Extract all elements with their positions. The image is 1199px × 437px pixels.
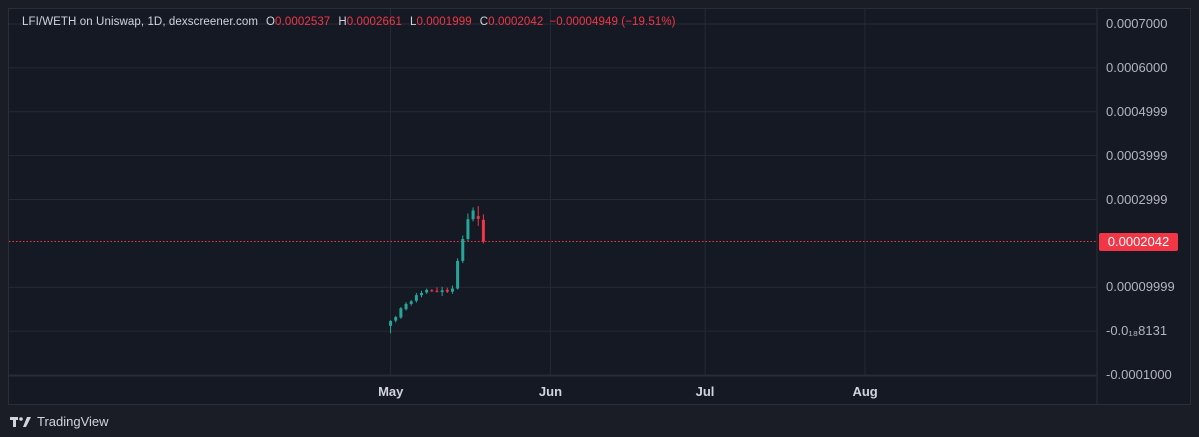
- x-tick-label: Aug: [852, 384, 878, 399]
- tradingview-logo-icon: [10, 416, 31, 427]
- y-tick-label: 0.0003999: [1106, 147, 1168, 163]
- candle-up: [440, 290, 444, 293]
- y-tick-label: 0.0002999: [1106, 191, 1168, 207]
- symbol-title: LFI/WETH on Uniswap, 1D, dexscreener.com: [22, 16, 258, 28]
- chart-frame[interactable]: [8, 8, 1191, 405]
- grid-lines: [9, 9, 1097, 376]
- candle-up: [389, 321, 393, 326]
- candle-up: [420, 292, 424, 296]
- candle-up: [450, 288, 454, 292]
- candle-down: [481, 219, 485, 242]
- open-value: 0.0002537: [275, 16, 331, 28]
- candle-down: [430, 290, 434, 292]
- candle-up: [471, 210, 475, 220]
- candle-up: [466, 219, 470, 239]
- x-tick-label: May: [378, 384, 404, 399]
- candle-down: [445, 289, 449, 292]
- tradingview-footer[interactable]: TradingView: [10, 414, 109, 429]
- candle-down: [435, 290, 439, 292]
- last-price-badge: 0.0002042: [1099, 232, 1178, 251]
- x-tick-label: Jul: [695, 384, 715, 399]
- candle-up: [404, 303, 408, 310]
- candle-up: [399, 308, 403, 318]
- candle-up: [414, 295, 418, 301]
- candle-up: [394, 317, 398, 321]
- close-key: C: [479, 16, 489, 28]
- brand-name: TradingView: [37, 414, 109, 429]
- change-value: −0.00004949 (−19.51%): [549, 16, 676, 28]
- low-key: L: [409, 16, 417, 28]
- close-value: 0.0002042: [488, 16, 544, 28]
- high-key: H: [338, 16, 347, 28]
- candle-down: [476, 216, 480, 219]
- low-value: 0.0001999: [416, 16, 472, 28]
- ohlc-legend: LFI/WETH on Uniswap, 1D, dexscreener.com…: [22, 16, 676, 28]
- y-tick-label: 0.0004999: [1106, 103, 1168, 119]
- candle-up: [425, 289, 429, 293]
- y-tick-label: 0.00009999: [1106, 279, 1175, 295]
- x-tick-label: Jun: [538, 384, 563, 399]
- candle-up: [409, 301, 413, 304]
- candles: [389, 206, 485, 334]
- open-key: O: [266, 16, 276, 28]
- candle-up: [456, 260, 460, 289]
- candle-up: [461, 238, 465, 261]
- y-tick-label: -0.0₁₈8131: [1106, 323, 1168, 339]
- y-tick-label: -0.0001000: [1106, 367, 1172, 382]
- y-tick-label: 0.0006000: [1106, 59, 1168, 75]
- y-tick-label: 0.0007000: [1106, 16, 1168, 31]
- high-value: 0.0002661: [346, 16, 402, 28]
